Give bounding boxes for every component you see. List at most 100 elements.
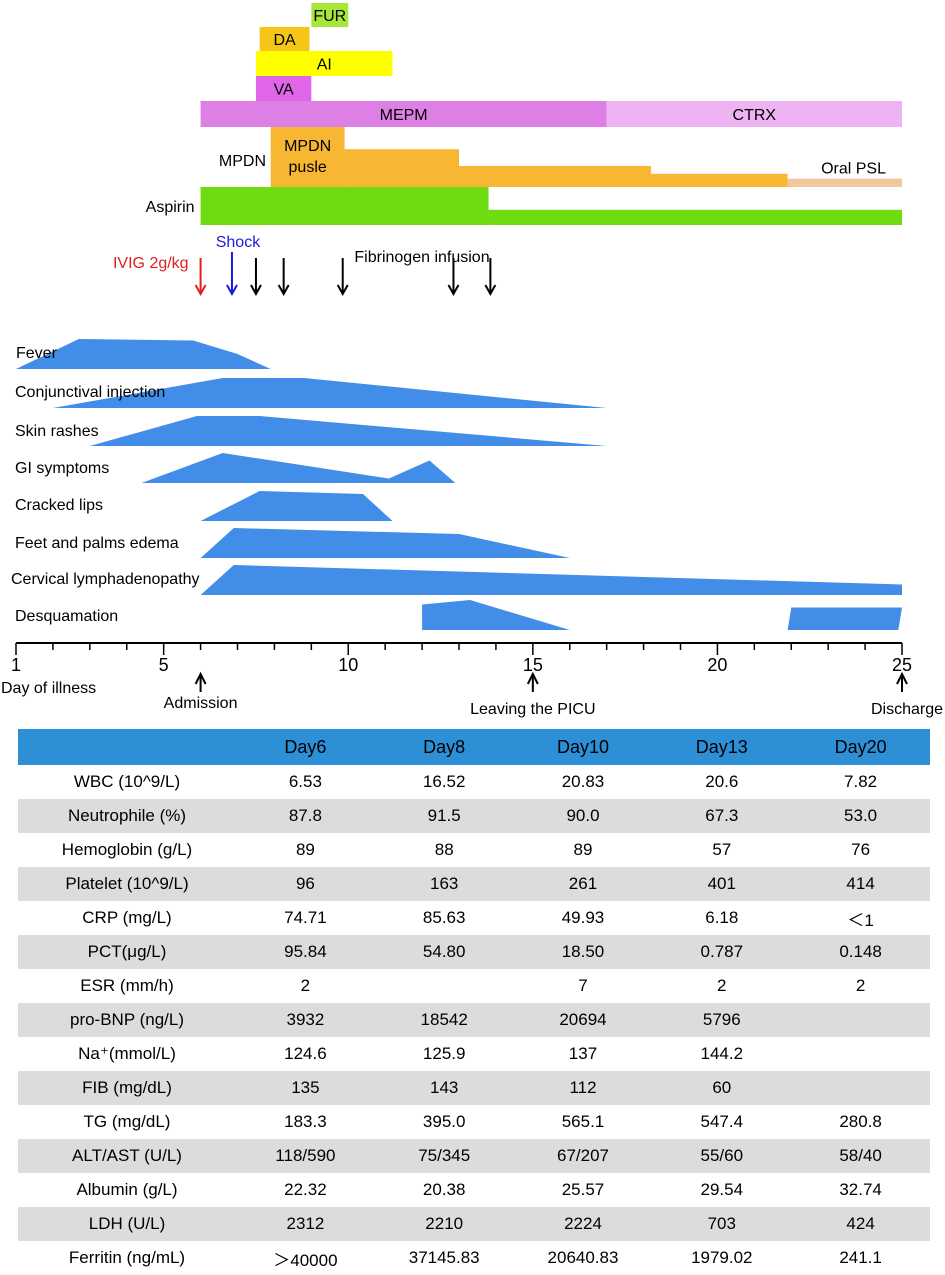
table-cell: ＜1 (847, 910, 874, 930)
table-cell: 5796 (652, 1003, 792, 1037)
table-row: Ferritin (ng/mL) ＞40000 37145.83 20640.83 19… (18, 1241, 930, 1275)
symptom-profiles: Fever Conjunctival injection Skin rashes GI… (11, 339, 903, 630)
header-cell-day6: Day6 (236, 729, 375, 765)
event-arrows: IVIG 2g/kg Shock Fibrinogen infusion (113, 234, 497, 297)
table-cell: 0.787 (652, 935, 792, 969)
table-cell: 20640.83 (547, 1248, 619, 1267)
x-tick-label-5: 5 (159, 655, 169, 675)
x-tick-label-1: 1 (11, 655, 21, 675)
table-cell (791, 1003, 930, 1037)
header-cell-day20: Day20 (791, 729, 930, 765)
table-cell: 7.82 (844, 772, 878, 791)
table-cell: 0.148 (791, 935, 930, 969)
table-cell: 261 (513, 867, 653, 901)
header-cell-blank (18, 729, 236, 765)
conjunctival-injection-label: Conjunctival injection (15, 384, 165, 401)
table-row: CRP (mg/L) 74.71 85.63 49.93 6.18 ＜1 (18, 901, 930, 935)
table-cell: 25.57 (561, 1180, 605, 1199)
discharge-label: Discharge (871, 701, 943, 718)
table-cell (791, 1037, 930, 1071)
header-row: Day6 Day8 Day10 Day13 Day20 (18, 729, 930, 765)
oral-psl-bar-0 (787, 178, 902, 187)
ctrx-bar-0 (606, 101, 902, 127)
table-cell: 1979.02 (691, 1248, 753, 1267)
ctrx-label: CTRX (733, 107, 777, 124)
table-cell: 96 (236, 867, 375, 901)
table-cell: 163 (374, 867, 514, 901)
table-cell: 2 (300, 976, 311, 995)
lab-table-header: Day6 Day8 Day10 Day13 Day20 (18, 729, 930, 765)
row-label: Platelet (10^9/L) (18, 867, 236, 901)
row-label: ALT/AST (U/L) (18, 1139, 236, 1173)
table-row: ESR (mm/h) 2 7 2 2 (18, 969, 930, 1003)
table-cell: 414 (791, 867, 930, 901)
table-cell: 49.93 (561, 908, 605, 927)
table-cell: 74.71 (284, 908, 327, 927)
table-cell: 7 (578, 976, 588, 995)
table-cell: 112 (513, 1071, 653, 1105)
desquamation-profile-1 (787, 607, 902, 630)
x-axis-title: Day of illness (1, 680, 96, 697)
table-cell: 3932 (236, 1003, 375, 1037)
table-cell: 241.1 (839, 1248, 882, 1267)
table-cell: 75/345 (374, 1139, 514, 1173)
table-cell: 95.84 (236, 935, 375, 969)
da-bar-0 (259, 27, 310, 51)
table-cell: 547.4 (700, 1112, 744, 1131)
mpdn-pusle-bar-0 (270, 127, 345, 187)
fever-label: Fever (16, 345, 58, 362)
table-cell: 2312 (236, 1207, 375, 1241)
ai-bar-0 (255, 51, 393, 76)
table-cell: 54.80 (374, 935, 514, 969)
x-tick-label-25: 25 (892, 655, 912, 675)
discharge-arrowhead (896, 671, 908, 685)
header-cell-day13: Day13 (652, 729, 792, 765)
table-row: WBC (10^9/L) 6.53 16.52 20.83 20.6 7.82 (18, 765, 930, 799)
table-cell: 143 (374, 1071, 514, 1105)
table-cell: 88 (434, 840, 454, 859)
table-cell: 53.0 (791, 799, 930, 833)
cracked-lips-profile-0 (200, 491, 393, 521)
table-cell: 6.18 (705, 908, 739, 927)
table-cell: 401 (652, 867, 792, 901)
table-cell: ＞40000 (273, 1250, 338, 1270)
row-label: pro-BNP (ng/L) (18, 1003, 236, 1037)
leaving-the-picu-arrowhead (526, 671, 539, 685)
row-label: Albumin (g/L) (76, 1180, 178, 1199)
table-row: TG (mg/dL) 183.3 395.0 565.1 547.4 280.8 (18, 1105, 930, 1139)
row-label: WBC (10^9/L) (73, 772, 181, 791)
x-tick-label-15: 15 (523, 655, 543, 675)
mpdn-pusle-label-line: MPDN (284, 138, 331, 155)
table-row: Na⁺(mmol/L) 124.6 125.9 137 144.2 (18, 1037, 930, 1071)
table-row: PCT(μg/L) 95.84 54.80 18.50 0.787 0.148 (18, 935, 930, 969)
desquamation-label: Desquamation (15, 608, 118, 625)
table-cell: 57 (712, 840, 732, 859)
mepm-bar-0 (200, 101, 607, 127)
table-cell: 58/40 (791, 1139, 930, 1173)
table-row: ALT/AST (U/L) 118/590 75/345 67/207 55/60 58/… (18, 1139, 930, 1173)
table-cell: 20.38 (422, 1180, 466, 1199)
table-row: Hemoglobin (g/L) 89 88 89 57 76 (18, 833, 930, 867)
table-row: Neutrophile (%) 87.8 91.5 90.0 67.3 53.0 (18, 799, 930, 833)
admission-label: Admission (164, 695, 238, 712)
row-label: CRP (mg/L) (82, 908, 172, 927)
row-label: Na⁺(mmol/L) (78, 1044, 176, 1063)
desquamation-profile-0 (422, 600, 570, 630)
row-label: Hemoglobin (g/L) (61, 840, 193, 859)
row-label: ESR (mm/h) (80, 976, 174, 995)
table-cell: 2 (717, 976, 727, 995)
clinical-timeline-chart: FUR DA AI VA MEPM CTRX MPDN pusle Oral PSL Aspiri… (1, 3, 943, 718)
ivig-2g-kg-label: IVIG 2g/kg (113, 255, 189, 272)
fibrinogen-infusion-arrowhead-1 (277, 284, 290, 297)
aspirin-label: Aspirin (146, 199, 195, 216)
cervical-lymphadenopathy-profile-0 (200, 565, 903, 595)
table-cell: 55/60 (652, 1139, 792, 1173)
admission-arrowhead (194, 671, 207, 685)
table-cell: 2210 (374, 1207, 514, 1241)
table-cell: 137 (568, 1044, 598, 1063)
ivig-2g-kg-arrowhead-0 (194, 284, 207, 297)
va-bar-0 (255, 76, 312, 101)
fibrinogen-infusion-arrowhead-0 (250, 284, 262, 297)
fur-bar-0 (311, 3, 349, 27)
table-cell: 135 (236, 1071, 375, 1105)
